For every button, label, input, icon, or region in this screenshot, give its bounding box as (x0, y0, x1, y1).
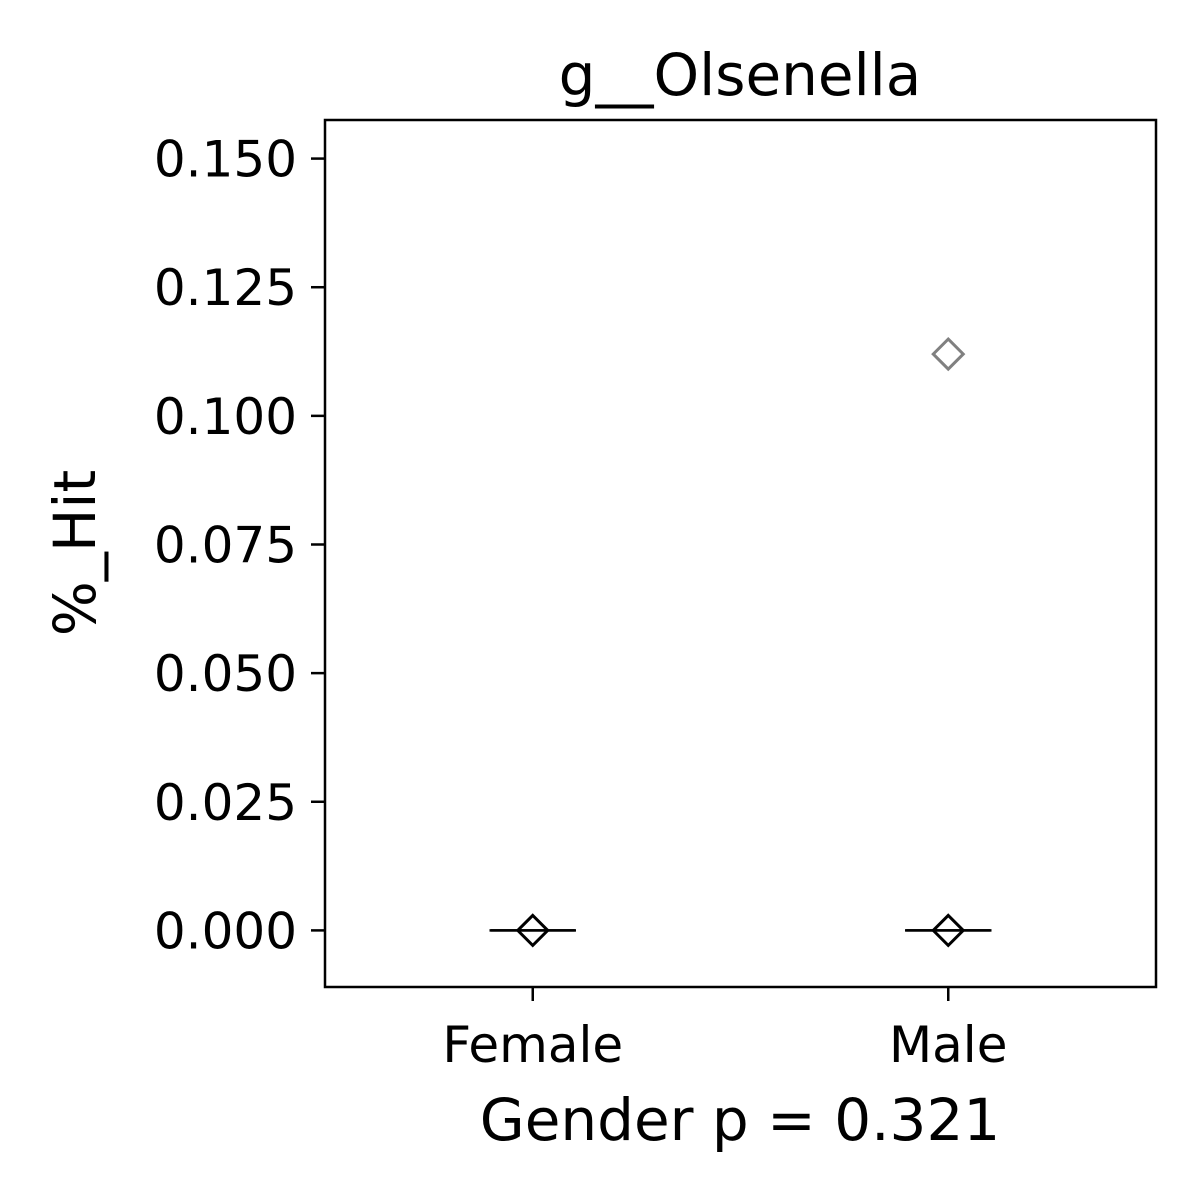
chart-title: g__Olsenella (559, 41, 922, 109)
mean-marker (931, 913, 966, 948)
x-axis-ticks: Female Male (442, 987, 1007, 1074)
mean-marker (515, 913, 550, 948)
x-tick-label: Female (442, 1016, 623, 1074)
y-tick-label: 0.150 (154, 131, 297, 189)
y-tick-label: 0.050 (154, 645, 297, 703)
y-axis-ticks: 0.000 0.025 0.050 0.075 0.100 0.125 0.150 (154, 131, 325, 960)
y-tick-label: 0.025 (154, 774, 297, 832)
data-marks (489, 336, 992, 948)
outlier-point (931, 336, 966, 372)
x-axis-title: Gender p = 0.321 (480, 1086, 1001, 1154)
y-tick-label: 0.000 (154, 902, 297, 960)
y-tick-label: 0.125 (154, 259, 297, 317)
y-axis-title: %_Hit (41, 470, 109, 637)
y-tick-label: 0.100 (154, 388, 297, 446)
y-tick-label: 0.075 (154, 516, 297, 574)
x-tick-label: Male (889, 1016, 1007, 1074)
plot-frame (323, 118, 1158, 989)
